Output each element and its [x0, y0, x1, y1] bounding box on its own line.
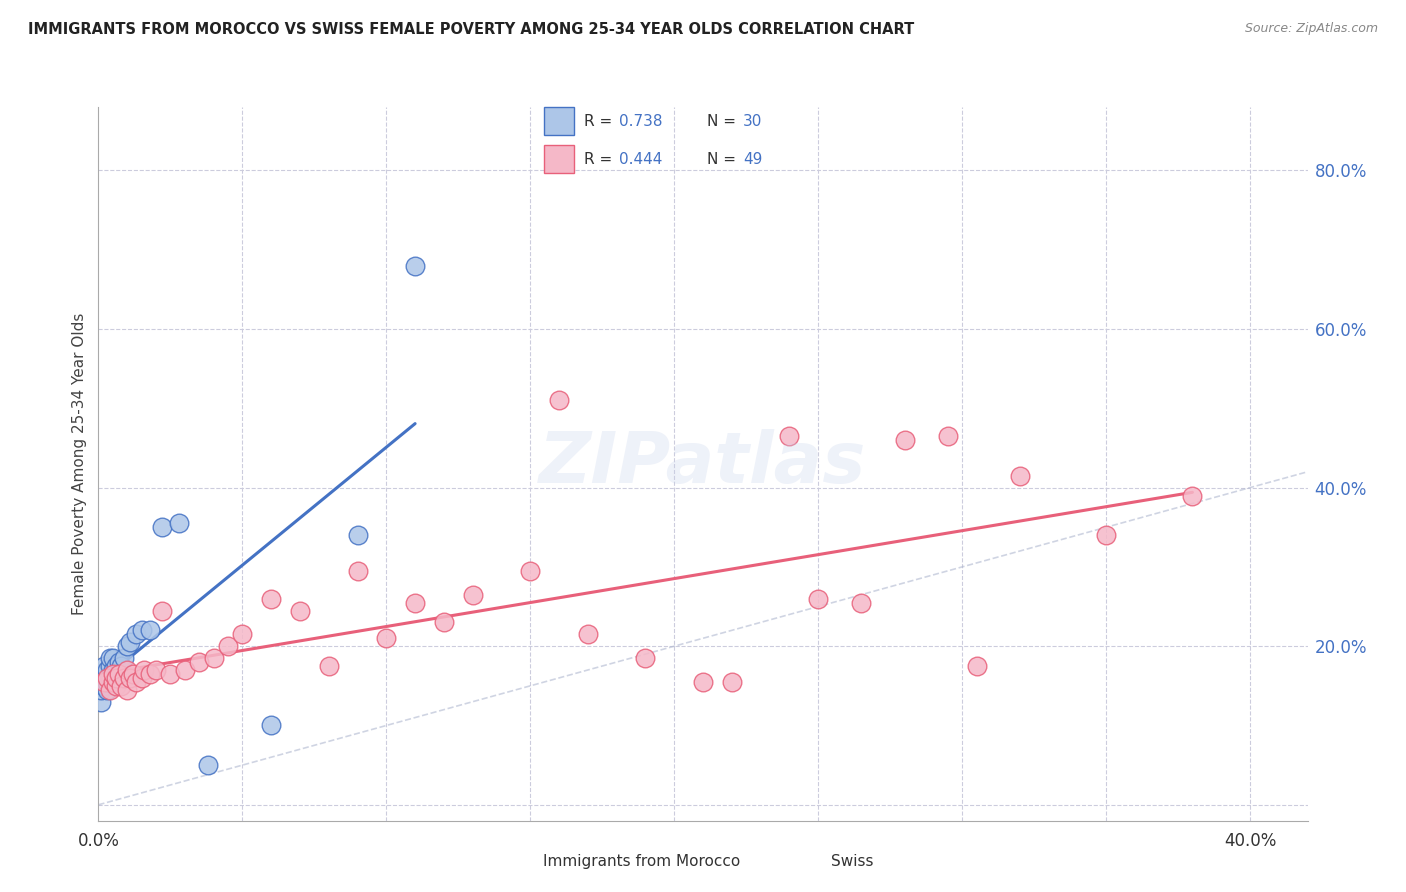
Point [375, 632, 398, 646]
Point [139, 667, 162, 681]
Point [104, 679, 127, 693]
FancyBboxPatch shape [544, 145, 575, 173]
Point [404, 259, 426, 273]
Point [93, 674, 115, 689]
Text: 0.444: 0.444 [619, 152, 662, 167]
Text: 0.738: 0.738 [619, 114, 662, 128]
Point [101, 663, 124, 677]
Point [125, 674, 148, 689]
Point [1008, 468, 1031, 483]
Point [131, 671, 153, 685]
Point [112, 651, 135, 665]
Point [110, 679, 132, 693]
Y-axis label: Female Poverty Among 25-34 Year Olds: Female Poverty Among 25-34 Year Olds [72, 313, 87, 615]
Point [634, 651, 657, 665]
Point [167, 516, 190, 531]
Text: 49: 49 [744, 152, 762, 167]
Point [131, 624, 153, 638]
Point [851, 596, 873, 610]
Point [173, 663, 195, 677]
Point [807, 591, 830, 606]
Point [115, 663, 138, 677]
Point [778, 429, 800, 443]
Point [101, 674, 124, 689]
Point [197, 758, 219, 772]
Point [101, 651, 124, 665]
Point [893, 433, 915, 447]
Point [260, 591, 283, 606]
Text: R =: R = [583, 114, 617, 128]
Point [202, 651, 225, 665]
Point [145, 663, 167, 677]
Point [107, 667, 129, 681]
Point [98, 651, 121, 665]
Point [96, 663, 118, 677]
Point [98, 659, 121, 673]
Point [120, 635, 142, 649]
Text: Immigrants from Morocco: Immigrants from Morocco [543, 855, 740, 869]
Point [150, 520, 173, 534]
FancyBboxPatch shape [544, 107, 575, 136]
Text: N =: N = [707, 152, 741, 167]
Point [96, 682, 118, 697]
Point [112, 671, 135, 685]
Point [104, 671, 127, 685]
Point [217, 639, 239, 653]
Point [576, 627, 599, 641]
Point [188, 655, 211, 669]
Point [1095, 528, 1118, 542]
Point [692, 674, 714, 689]
Point [107, 655, 129, 669]
Text: Source: ZipAtlas.com: Source: ZipAtlas.com [1244, 22, 1378, 36]
Point [461, 588, 484, 602]
Point [139, 624, 162, 638]
Point [93, 679, 115, 693]
Point [104, 667, 127, 681]
Point [98, 682, 121, 697]
Point [288, 603, 311, 617]
Text: R =: R = [583, 152, 617, 167]
Point [134, 663, 156, 677]
Point [110, 659, 132, 673]
Text: 30: 30 [744, 114, 762, 128]
Point [548, 393, 571, 408]
Point [318, 659, 340, 673]
Point [260, 718, 283, 732]
Point [125, 627, 148, 641]
Point [90, 695, 112, 709]
Point [404, 596, 426, 610]
Point [122, 667, 145, 681]
Point [101, 667, 124, 681]
Point [231, 627, 253, 641]
Point [104, 659, 127, 673]
Point [101, 674, 124, 689]
Point [519, 564, 541, 578]
Point [120, 671, 142, 685]
Point [346, 528, 368, 542]
Point [1181, 489, 1204, 503]
Point [720, 674, 742, 689]
Point [115, 639, 138, 653]
Point [150, 603, 173, 617]
Point [96, 674, 118, 689]
Point [159, 667, 181, 681]
Point [346, 564, 368, 578]
Point [966, 659, 988, 673]
Text: ZIPatlas: ZIPatlas [540, 429, 866, 499]
Point [433, 615, 456, 630]
Point [96, 671, 118, 685]
Text: N =: N = [707, 114, 741, 128]
Text: IMMIGRANTS FROM MOROCCO VS SWISS FEMALE POVERTY AMONG 25-34 YEAR OLDS CORRELATIO: IMMIGRANTS FROM MOROCCO VS SWISS FEMALE … [28, 22, 914, 37]
Point [98, 671, 121, 685]
Point [936, 429, 959, 443]
Point [93, 671, 115, 685]
Point [93, 659, 115, 673]
Point [90, 682, 112, 697]
Text: Swiss: Swiss [831, 855, 873, 869]
Point [115, 682, 138, 697]
